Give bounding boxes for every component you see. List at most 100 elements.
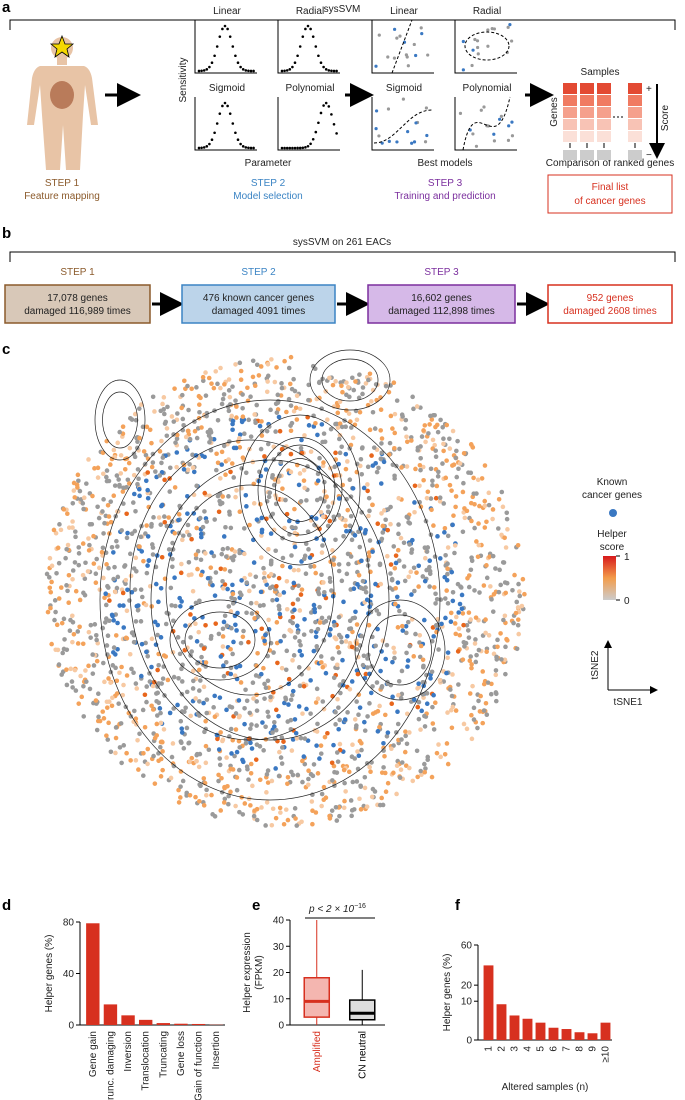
mini-dot: [197, 69, 201, 73]
cell: [628, 131, 642, 142]
point: [188, 713, 194, 719]
point: [126, 710, 132, 716]
point: [165, 404, 170, 410]
point: [452, 543, 458, 548]
point: [296, 704, 302, 709]
point: [243, 741, 249, 746]
point: [199, 643, 204, 648]
point: [481, 681, 487, 687]
point: [343, 789, 348, 794]
point: [349, 679, 355, 684]
point: [445, 601, 451, 606]
point: [422, 617, 427, 623]
point: [52, 598, 58, 603]
point: [365, 714, 370, 719]
point: [286, 518, 292, 524]
point: [132, 411, 138, 417]
point: [49, 563, 55, 569]
point: [240, 406, 245, 411]
point: [44, 571, 50, 577]
point: [135, 737, 140, 743]
point: [223, 659, 229, 665]
point: [92, 622, 98, 627]
point: [70, 500, 76, 506]
point: [427, 564, 432, 570]
mini-dot: [231, 45, 235, 48]
point: [197, 798, 202, 804]
mini-dot: [395, 36, 399, 40]
point: [412, 500, 417, 505]
point: [192, 428, 198, 434]
point: [262, 578, 268, 584]
point: [270, 730, 275, 735]
point: [124, 750, 129, 756]
point: [452, 550, 457, 556]
legend-text: score: [600, 542, 625, 553]
point: [306, 768, 311, 774]
point: [234, 787, 240, 793]
point: [381, 748, 386, 753]
point: [445, 761, 451, 767]
point: [64, 583, 69, 588]
point: [175, 702, 180, 708]
point: [416, 584, 421, 589]
point: [465, 628, 471, 633]
point: [106, 676, 111, 681]
x-tick-label: Gene gain: [88, 1031, 99, 1077]
point: [313, 619, 318, 625]
point: [450, 428, 456, 434]
mini-dot: [215, 45, 219, 48]
point: [81, 506, 86, 512]
point: [493, 668, 499, 673]
point: [302, 617, 307, 622]
point: [341, 599, 346, 605]
point: [503, 671, 508, 677]
point: [86, 548, 92, 553]
point: [443, 552, 448, 558]
bar: [561, 1029, 572, 1040]
point: [64, 546, 69, 552]
point: [394, 398, 400, 403]
point: [281, 633, 287, 639]
point: [125, 587, 130, 593]
point: [337, 450, 343, 456]
point: [219, 775, 224, 781]
point: [319, 791, 325, 797]
point: [264, 800, 270, 805]
point: [193, 696, 198, 701]
mini-dot: [324, 101, 328, 105]
point: [288, 469, 294, 475]
point: [286, 702, 291, 707]
point: [426, 431, 431, 436]
point: [295, 597, 301, 602]
point: [343, 517, 348, 523]
point: [227, 512, 232, 517]
point: [156, 751, 161, 756]
point: [515, 622, 521, 628]
point: [487, 554, 492, 560]
point: [499, 657, 504, 662]
point: [431, 692, 436, 698]
point: [259, 671, 264, 677]
mini-dot: [202, 69, 206, 72]
point: [71, 488, 77, 493]
point: [472, 525, 477, 531]
contour: [309, 349, 391, 411]
point: [245, 766, 250, 772]
point: [141, 558, 146, 564]
point: [292, 506, 297, 512]
point: [247, 588, 252, 594]
point: [191, 469, 197, 475]
point: [358, 585, 364, 591]
point: [370, 684, 375, 689]
mini-dot: [377, 33, 381, 37]
point: [483, 617, 488, 622]
point: [450, 589, 456, 595]
point: [263, 737, 269, 742]
point: [216, 631, 222, 637]
point: [412, 483, 418, 489]
point: [167, 710, 173, 716]
point: [110, 613, 115, 619]
point: [392, 473, 397, 479]
point: [441, 501, 447, 506]
